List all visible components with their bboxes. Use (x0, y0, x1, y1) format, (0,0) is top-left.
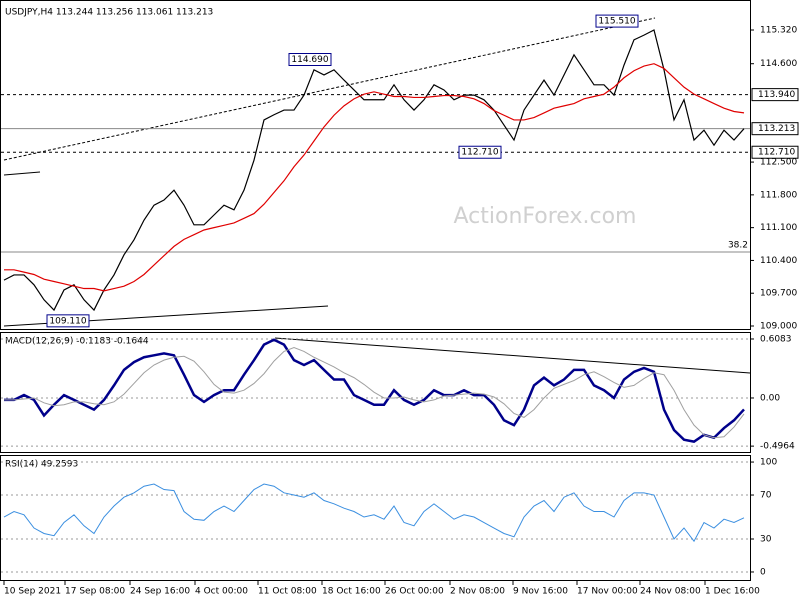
y-tick-label: 0 (760, 567, 766, 577)
level-label: 113.940 (758, 90, 795, 100)
rsi-panel (0, 455, 751, 581)
y-tick-label: 0.6083 (760, 334, 792, 344)
x-tick-label: 11 Oct 08:00 (258, 587, 317, 597)
panel-title: USDJPY,H4 113.244 113.256 113.061 113.21… (5, 8, 213, 18)
level-label: 38.2 (728, 241, 748, 251)
x-tick-label: 9 Nov 16:00 (513, 587, 568, 597)
level-box (751, 88, 799, 102)
y-tick-label: 100 (760, 458, 777, 468)
series-line (3, 29, 745, 312)
x-tick-label: 2 Nov 08:00 (450, 587, 505, 597)
level-box (751, 122, 799, 136)
y-tick-label: 111.800 (760, 190, 797, 200)
y-tick-label: 112.500 (760, 158, 797, 168)
annotation-label: 109.110 (49, 316, 86, 326)
panel-title: MACD(12,26,9) -0.1183 -0.1644 (5, 337, 149, 347)
level-box (751, 145, 799, 159)
x-tick-label: 24 Nov 08:00 (640, 587, 701, 597)
y-tick-label: 0.00 (760, 393, 780, 403)
panel-title: RSI(14) 49.2593 (5, 460, 78, 470)
y-tick-label: 109.700 (760, 289, 797, 299)
annotation-box (458, 145, 502, 159)
series-line (4, 347, 745, 439)
y-tick-label: 114.600 (760, 59, 797, 69)
y-tick-label: 109.000 (760, 322, 797, 332)
annotation-label: 114.690 (291, 55, 328, 65)
x-tick-label: 17 Nov 00:00 (577, 587, 638, 597)
x-tick-label: 26 Oct 00:00 (385, 587, 444, 597)
annotation-box (595, 14, 639, 28)
series-line (3, 483, 745, 543)
y-tick-label: 30 (760, 534, 772, 544)
trendline (3, 171, 41, 176)
macd-panel (0, 332, 751, 453)
x-tick-label: 1 Dec 16:00 (705, 587, 760, 597)
annotation-label: 112.710 (461, 148, 498, 158)
x-tick-label: 18 Oct 16:00 (322, 587, 381, 597)
annotation-label: 115.510 (598, 17, 635, 27)
annotation-box (288, 53, 332, 67)
series-line (4, 63, 745, 292)
level-label: 113.213 (758, 124, 795, 134)
price-panel (0, 0, 751, 330)
trendline (274, 337, 751, 374)
trendline (3, 17, 656, 161)
y-tick-label: 115.320 (760, 25, 797, 35)
watermark: ActionForex.com (454, 204, 637, 229)
annotation-box (46, 314, 90, 328)
x-tick-label: 24 Sep 16:00 (130, 587, 190, 597)
x-tick-label: 4 Oct 00:00 (195, 587, 248, 597)
y-tick-label: 111.100 (760, 223, 797, 233)
y-tick-label: 70 (760, 491, 772, 501)
y-tick-label: -0.4964 (760, 442, 795, 452)
x-tick-label: 17 Sep 08:00 (65, 587, 125, 597)
x-tick-label: 10 Sep 2021 (4, 587, 61, 597)
y-tick-label: 110.400 (760, 256, 797, 266)
level-label: 112.710 (758, 148, 795, 158)
